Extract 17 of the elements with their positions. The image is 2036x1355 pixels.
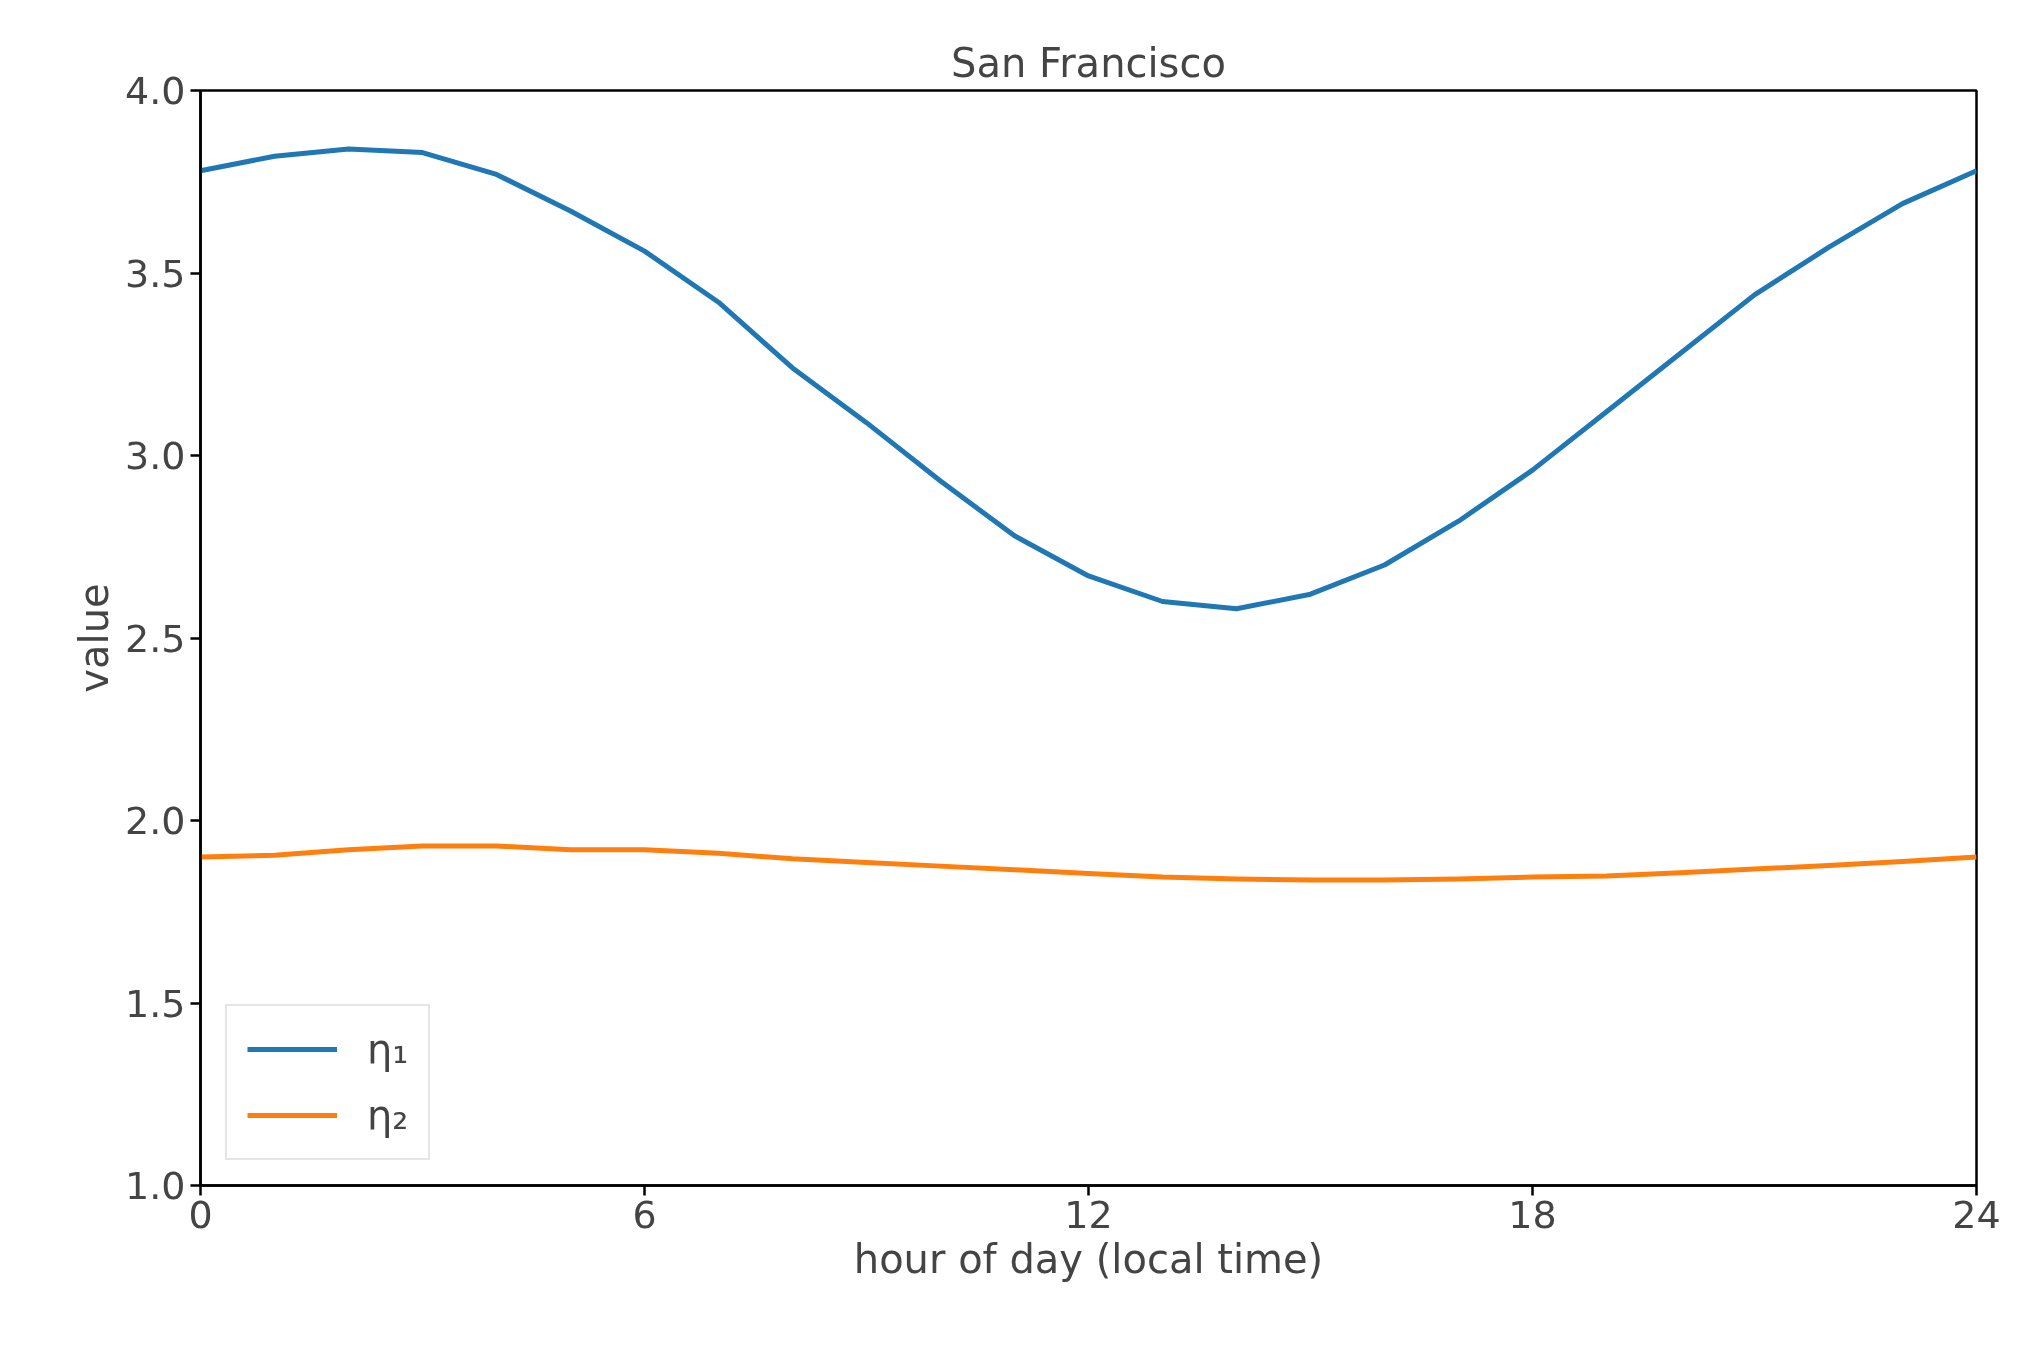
y-tick-label: 2.5	[125, 616, 186, 661]
y-axis-title: value	[71, 583, 118, 693]
y-tick-label: 3.0	[125, 434, 186, 478]
x-axis-title: hour of day (local time)	[853, 1235, 1324, 1282]
x-tick-label: 12	[1064, 1192, 1113, 1237]
legend-label: η₁	[367, 1026, 409, 1072]
y-tick-label: 2.0	[125, 799, 186, 843]
y-tick-label: 1.5	[125, 981, 186, 1026]
x-tick-label: 0	[188, 1192, 213, 1237]
x-tick-label: 24	[1952, 1192, 2001, 1237]
chart-title: San Francisco	[951, 39, 1226, 86]
x-tick-label: 18	[1508, 1192, 1557, 1237]
y-tick-label: 4.0	[125, 69, 186, 113]
y-tick-label: 1.0	[125, 1164, 186, 1208]
x-tick-label: 6	[632, 1192, 657, 1237]
y-tick-label: 3.5	[125, 251, 186, 296]
legend-label: η₂	[367, 1092, 409, 1138]
